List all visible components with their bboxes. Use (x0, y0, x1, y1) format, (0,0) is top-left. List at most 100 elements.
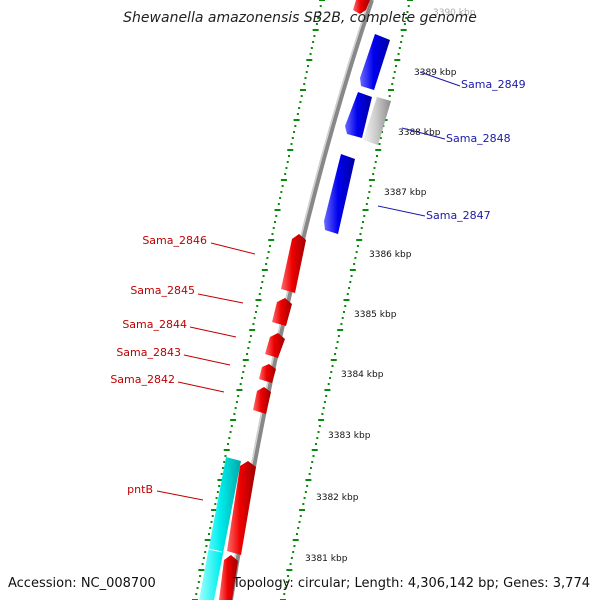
tick-minor (215, 497, 218, 499)
tick-minor (395, 65, 398, 67)
tick-minor (256, 305, 259, 307)
gene-sama-2845[interactable] (272, 298, 292, 326)
tick-major (330, 359, 337, 361)
tick-minor (281, 185, 284, 187)
tick-minor (328, 377, 331, 379)
tick-minor (373, 167, 376, 169)
leader-sama-2845 (197, 293, 244, 304)
tick-minor (235, 401, 238, 403)
gene-label-sama-2844[interactable]: Sama_2844 (122, 318, 187, 331)
gene-sama-2842[interactable] (253, 387, 271, 414)
gene-sama-2848-left[interactable] (345, 92, 372, 138)
tick-minor (247, 347, 250, 349)
tick-minor (316, 437, 319, 439)
tick-minor (317, 431, 320, 433)
tick-minor (325, 395, 328, 397)
tick-minor (362, 221, 365, 223)
tick-major (230, 419, 237, 421)
tick-minor (312, 41, 315, 43)
tick-minor (274, 221, 277, 223)
tick-minor (289, 563, 292, 565)
tick-minor (304, 491, 307, 493)
tick-major (211, 509, 218, 511)
tick-major (312, 29, 319, 31)
map-title: Shewanella amazonensis SB2B, complete ge… (123, 10, 477, 26)
tick-major (356, 239, 363, 241)
tick-major (261, 269, 268, 271)
tick-minor (359, 233, 362, 235)
tick-major (375, 149, 382, 151)
tick-minor (342, 311, 345, 313)
tick-minor (330, 371, 333, 373)
gene-label-sama-2849[interactable]: Sama_2849 (461, 78, 526, 91)
tick-rings (192, 0, 413, 600)
tick-minor (346, 293, 349, 295)
tick-minor (224, 455, 227, 457)
tick-major (299, 509, 306, 511)
tick-major (198, 569, 205, 571)
tick-minor (304, 77, 307, 79)
tick-minor (210, 521, 213, 523)
tick-minor (290, 143, 293, 145)
tick-minor (287, 575, 290, 577)
gene-label-sama-2846[interactable]: Sama_2846 (142, 234, 207, 247)
tick-minor (277, 203, 280, 205)
gene-label-sama-2847[interactable]: Sama_2847 (426, 209, 491, 222)
tick-minor (237, 395, 240, 397)
tick-minor (207, 533, 210, 535)
tick-minor (318, 11, 321, 13)
tick-minor (279, 197, 282, 199)
gene-sama-2846[interactable] (281, 234, 306, 293)
gene-label-sama-2848[interactable]: Sama_2848 (446, 132, 511, 145)
tick-minor (214, 503, 217, 505)
tick-minor (285, 581, 288, 583)
tick-major (274, 209, 281, 211)
gene-label-sama-2845[interactable]: Sama_2845 (130, 284, 195, 297)
gene-partial-top[interactable] (353, 0, 370, 14)
gene-sama-2848-pseudo[interactable] (363, 97, 391, 145)
gene-red-bottom[interactable] (219, 555, 238, 600)
gene-sama-2847[interactable] (324, 154, 355, 234)
tick-minor (312, 455, 315, 457)
tick-minor (365, 203, 368, 205)
tick-minor (246, 353, 249, 355)
tick-minor (284, 587, 287, 589)
tick-minor (319, 5, 322, 7)
tick-minor (348, 287, 351, 289)
tick-minor (230, 425, 233, 427)
gene-labels: Sama_2849 Sama_2848 Sama_2847 Sama_2846 … (110, 78, 525, 496)
tick-minor (401, 35, 404, 37)
gene-sama-2849[interactable] (360, 34, 390, 90)
gene-label-pntb[interactable]: pntB (127, 483, 153, 496)
tick-minor (388, 95, 391, 97)
tick-minor (229, 431, 232, 433)
tick-minor (397, 53, 400, 55)
tick-minor (290, 557, 293, 559)
tick-minor (254, 311, 257, 313)
tick-minor (299, 101, 302, 103)
tick-major (299, 89, 306, 91)
gene-pntb[interactable] (199, 457, 241, 600)
tick-major (204, 539, 211, 541)
gene-sama-2844[interactable] (265, 333, 285, 358)
tick-minor (297, 527, 300, 529)
tick-minor (265, 263, 268, 265)
gene-label-sama-2843[interactable]: Sama_2843 (116, 346, 181, 359)
tick-minor (311, 461, 314, 463)
tick-minor (204, 551, 207, 553)
tick-minor (309, 467, 312, 469)
tick-minor (268, 245, 271, 247)
tick-major (394, 59, 401, 61)
tick-minor (216, 491, 219, 493)
tick-minor (271, 233, 274, 235)
gene-sama-2843[interactable] (259, 364, 276, 383)
tick-minor (243, 365, 246, 367)
kbp-label-3384: 3384 kbp (341, 370, 384, 380)
gene-red-pntb-adjacent[interactable] (227, 461, 256, 555)
tick-minor (360, 227, 363, 229)
gene-label-sama-2842[interactable]: Sama_2842 (110, 373, 175, 386)
leader-sama-2843 (183, 354, 231, 366)
tick-minor (298, 521, 301, 523)
tick-major (286, 569, 293, 571)
